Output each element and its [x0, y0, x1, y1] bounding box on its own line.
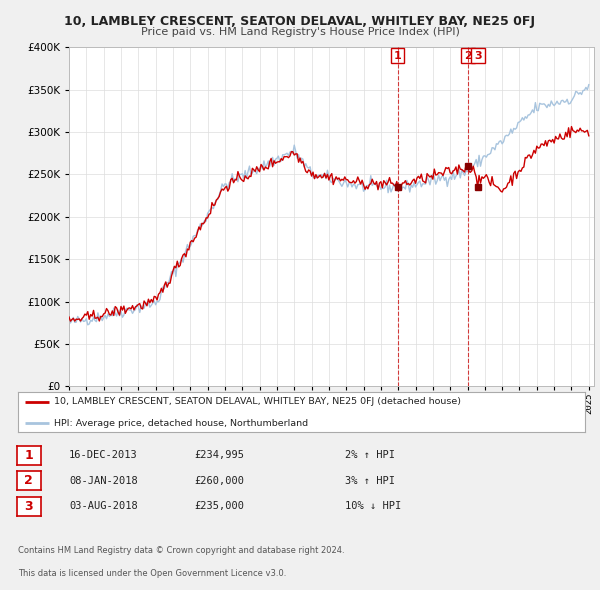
Text: £235,000: £235,000: [194, 502, 244, 511]
Text: £260,000: £260,000: [194, 476, 244, 486]
Text: This data is licensed under the Open Government Licence v3.0.: This data is licensed under the Open Gov…: [18, 569, 286, 578]
Text: 3% ↑ HPI: 3% ↑ HPI: [345, 476, 395, 486]
Text: 1: 1: [394, 51, 401, 61]
Text: 3: 3: [474, 51, 482, 61]
Text: 2: 2: [464, 51, 472, 61]
Text: HPI: Average price, detached house, Northumberland: HPI: Average price, detached house, Nort…: [54, 418, 308, 428]
Text: Price paid vs. HM Land Registry's House Price Index (HPI): Price paid vs. HM Land Registry's House …: [140, 28, 460, 37]
Text: 3: 3: [25, 500, 33, 513]
Text: 03-AUG-2018: 03-AUG-2018: [69, 502, 138, 511]
Text: 10, LAMBLEY CRESCENT, SEATON DELAVAL, WHITLEY BAY, NE25 0FJ (detached house): 10, LAMBLEY CRESCENT, SEATON DELAVAL, WH…: [54, 397, 461, 407]
Text: 2: 2: [25, 474, 33, 487]
Text: £234,995: £234,995: [194, 451, 244, 460]
Text: 16-DEC-2013: 16-DEC-2013: [69, 451, 138, 460]
Text: 10% ↓ HPI: 10% ↓ HPI: [345, 502, 401, 511]
Text: 10, LAMBLEY CRESCENT, SEATON DELAVAL, WHITLEY BAY, NE25 0FJ: 10, LAMBLEY CRESCENT, SEATON DELAVAL, WH…: [65, 15, 536, 28]
Text: 1: 1: [25, 449, 33, 462]
Text: 2% ↑ HPI: 2% ↑ HPI: [345, 451, 395, 460]
Text: 08-JAN-2018: 08-JAN-2018: [69, 476, 138, 486]
Text: Contains HM Land Registry data © Crown copyright and database right 2024.: Contains HM Land Registry data © Crown c…: [18, 546, 344, 555]
